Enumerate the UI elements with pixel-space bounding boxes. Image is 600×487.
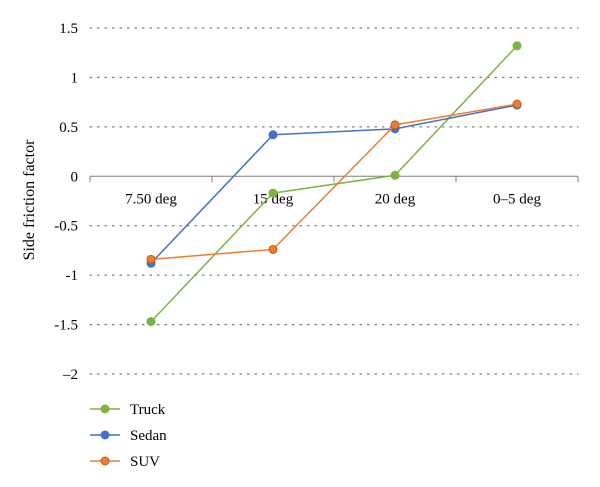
y-tick-label: –2 xyxy=(62,367,78,383)
legend-item-suv: SUV xyxy=(90,454,160,470)
legend-label: Sedan xyxy=(130,428,167,444)
series-suv xyxy=(146,99,522,264)
gridlines xyxy=(89,27,579,375)
y-tick-label: 0 xyxy=(71,169,79,185)
legend-item-sedan: Sedan xyxy=(90,428,167,444)
data-point-truck xyxy=(268,188,278,198)
series-line-truck xyxy=(150,45,518,323)
x-tick-labels: 7.50 deg 15 deg 20 deg 0–5 deg xyxy=(125,191,541,207)
y-tick-label: 1 xyxy=(71,70,79,86)
data-point-suv xyxy=(390,120,400,130)
legend: Truck Sedan SUV xyxy=(90,402,167,470)
legend-label: SUV xyxy=(130,454,160,470)
series-truck xyxy=(146,41,522,327)
data-point-truck xyxy=(146,317,156,327)
series-line-sedan xyxy=(150,104,518,264)
y-axis-title: Side friction factor xyxy=(21,139,38,261)
legend-label: Truck xyxy=(130,402,166,418)
y-tick-label: -1 xyxy=(66,268,79,284)
x-tick-label: 20 deg xyxy=(375,191,416,207)
data-point-suv xyxy=(268,244,278,254)
x-tick-label: 7.50 deg xyxy=(125,191,177,207)
x-axis xyxy=(89,175,579,183)
data-point-suv xyxy=(146,254,156,264)
x-tick-label: 0–5 deg xyxy=(493,191,541,207)
data-point-suv xyxy=(512,99,522,109)
legend-swatch-marker xyxy=(100,404,110,414)
y-tick-label: -0.5 xyxy=(54,219,78,235)
legend-item-truck: Truck xyxy=(90,402,166,418)
series-group xyxy=(146,41,522,327)
data-point-truck xyxy=(390,170,400,180)
y-tick-label: 1.5 xyxy=(59,21,78,37)
legend-swatch-marker xyxy=(100,456,110,466)
y-tick-label: 0.5 xyxy=(59,120,78,136)
series-line-suv xyxy=(150,103,518,261)
y-tick-labels: 1.5 1 0.5 0 -0.5 -1 -1.5 –2 xyxy=(54,21,78,383)
data-point-sedan xyxy=(268,130,278,140)
y-tick-label: -1.5 xyxy=(54,318,78,334)
data-point-truck xyxy=(512,41,522,51)
legend-swatch-marker xyxy=(100,430,110,440)
